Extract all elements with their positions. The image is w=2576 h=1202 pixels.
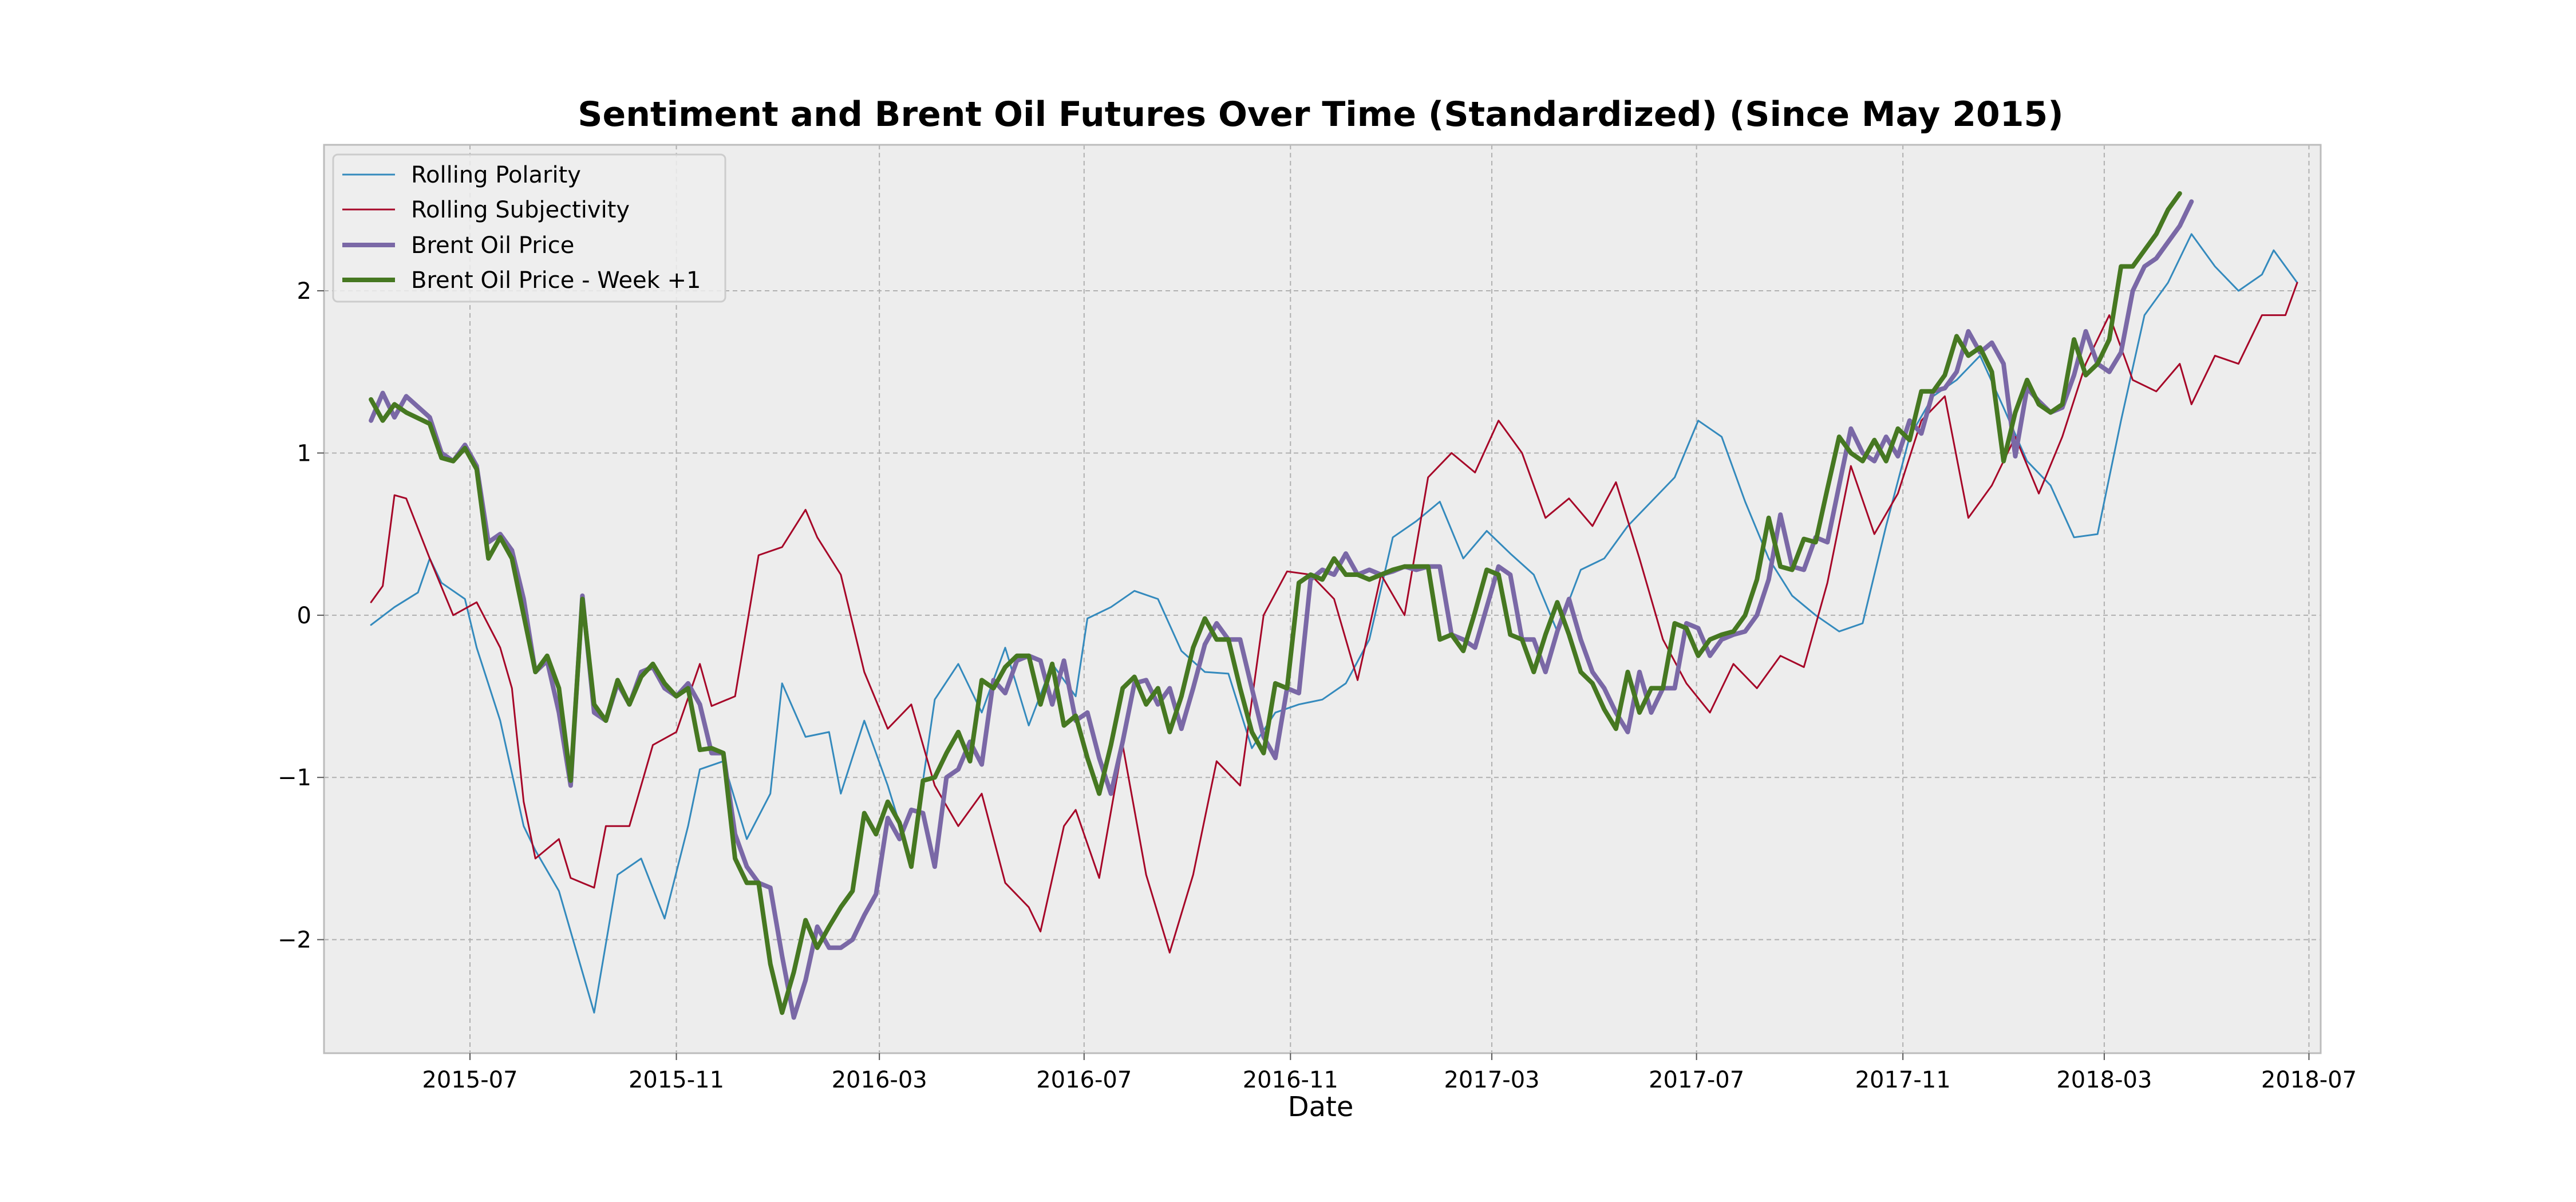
x-tick-label: 2016-03 [832, 1067, 927, 1093]
legend-label-rolling-polarity: Rolling Polarity [411, 162, 581, 188]
legend-box [332, 153, 726, 303]
x-tick-label: 2016-11 [1243, 1067, 1338, 1093]
y-tick-label: −2 [278, 927, 311, 954]
y-tick-label: 1 [297, 440, 311, 466]
x-tick-label: 2017-07 [1649, 1067, 1744, 1093]
x-tick-label: 2015-11 [629, 1067, 724, 1093]
grid [324, 145, 2321, 1053]
x-tick-label: 2016-07 [1036, 1067, 1132, 1093]
x-axis-title: Date [1288, 1091, 1354, 1123]
series-line-brent-oil-price-week-plus1 [369, 191, 2182, 1015]
legend-label-rolling-subjectivity: Rolling Subjectivity [411, 197, 630, 223]
legend-label-brent-oil-price-week-plus-1: Brent Oil Price - Week +1 [411, 267, 701, 294]
x-tick-label: 2015-07 [422, 1067, 517, 1093]
y-tick-label: 0 [297, 603, 311, 629]
legend: Rolling Polarity Rolling Subjectivity Br… [332, 153, 726, 303]
series-line-rolling-subjectivity [370, 282, 2298, 954]
axis-ticks: 2015-07 2015-11 2016-03 2016-07 2016-11 2017-… [278, 278, 2357, 1093]
x-tick-label: 2018-07 [2261, 1067, 2357, 1093]
chart-title: Sentiment and Brent Oil Futures Over Tim… [578, 94, 2063, 135]
legend-label-brent-oil-price: Brent Oil Price [411, 232, 574, 259]
x-tick-label: 2017-11 [1855, 1067, 1951, 1093]
x-tick-label: 2017-03 [1444, 1067, 1539, 1093]
series-line-rolling-polarity [370, 233, 2298, 1014]
plot-frame [323, 144, 2322, 1054]
y-tick-label: −1 [278, 765, 311, 791]
x-tick-label: 2018-03 [2056, 1067, 2152, 1093]
y-tick-label: 2 [297, 278, 311, 305]
series-lines [369, 191, 2298, 1020]
